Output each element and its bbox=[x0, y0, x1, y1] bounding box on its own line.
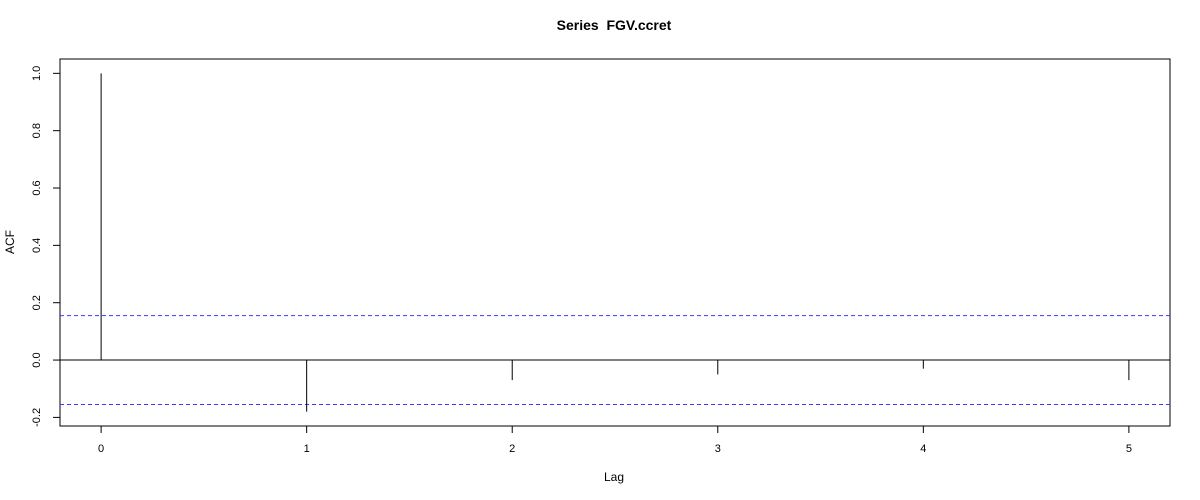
x-tick-label: 2 bbox=[509, 443, 515, 455]
chart-title: Series FGV.ccret bbox=[557, 17, 672, 33]
x-tick-label: 5 bbox=[1126, 443, 1132, 455]
y-tick-label: 0.0 bbox=[31, 352, 43, 367]
y-axis-label: ACF bbox=[3, 230, 17, 254]
x-tick-label: 1 bbox=[304, 443, 310, 455]
y-tick-label: 1.0 bbox=[31, 66, 43, 81]
x-tick-label: 4 bbox=[920, 443, 926, 455]
x-axis-label: Lag bbox=[604, 470, 624, 484]
x-tick-label: 0 bbox=[98, 443, 104, 455]
y-tick-label: 0.6 bbox=[31, 180, 43, 195]
y-tick-label: 0.8 bbox=[31, 123, 43, 138]
plot-frame bbox=[59, 58, 1171, 427]
y-tick-label: -0.2 bbox=[31, 408, 43, 427]
y-tick-label: 0.2 bbox=[31, 295, 43, 310]
x-tick-label: 3 bbox=[715, 443, 721, 455]
y-tick-label: 0.4 bbox=[31, 238, 43, 253]
